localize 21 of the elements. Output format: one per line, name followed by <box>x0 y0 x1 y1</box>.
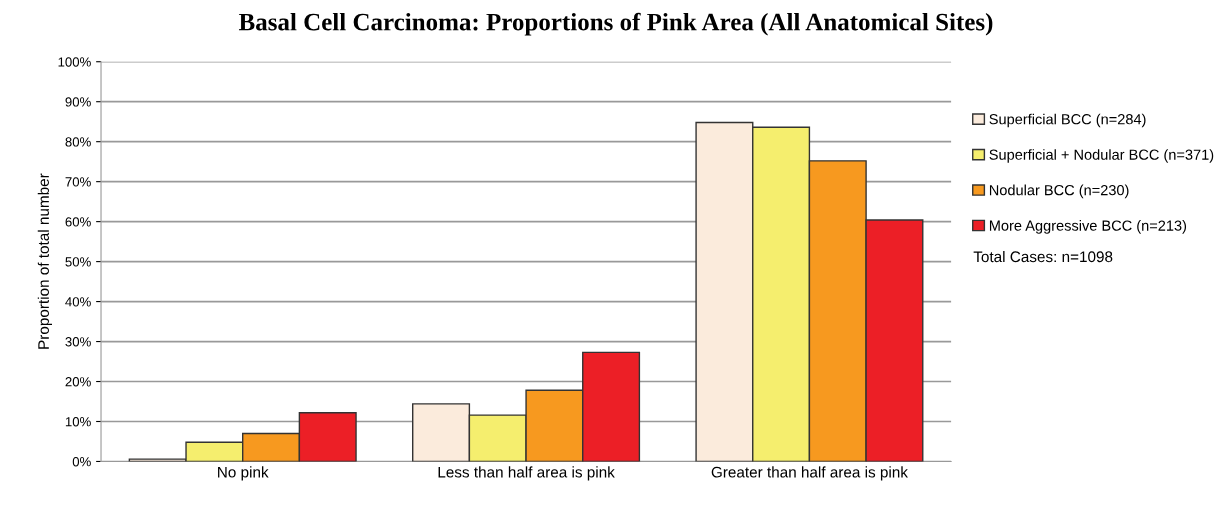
y-tick-label: 10% <box>65 417 91 427</box>
legend-label: Superficial + Nodular BCC (n=371) <box>989 149 1214 163</box>
y-tick-label: 80% <box>65 137 91 147</box>
chart-title: Basal Cell Carcinoma: Proportions of Pink Area (All Anatomical Sites) <box>238 12 993 36</box>
y-tick-label: 40% <box>65 297 91 307</box>
y-tick-label: 50% <box>65 257 91 267</box>
y-tick-label: 60% <box>65 217 91 227</box>
y-tick-label: 90% <box>65 97 91 107</box>
legend-label: More Aggressive BCC (n=213) <box>989 220 1187 234</box>
y-tick-label: 100% <box>58 57 91 67</box>
legend-label: Superficial BCC (n=284) <box>989 113 1146 128</box>
y-tick-label: 0% <box>72 457 91 467</box>
x-tick-label: Greater than half area is pink <box>711 466 908 481</box>
y-axis-title: Proportion of total number <box>37 173 52 349</box>
y-tick-label: 70% <box>65 177 91 187</box>
text: Total Cases: n=1098 <box>973 250 1113 263</box>
x-tick-label: Less than half area is pink <box>438 466 615 481</box>
x-tick-label: No pink <box>218 466 269 481</box>
y-tick-label: 30% <box>65 337 91 347</box>
legend-label: Nodular BCC (n=230) <box>989 184 1129 199</box>
y-tick-label: 20% <box>65 377 91 387</box>
